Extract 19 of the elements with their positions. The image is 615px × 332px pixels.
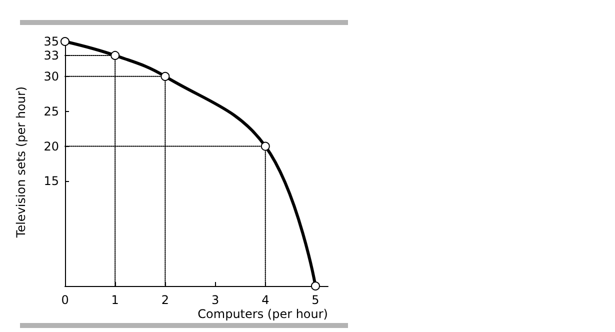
- point: [60, 36, 70, 46]
- x-tick-label: 5: [312, 293, 320, 307]
- point: [260, 142, 270, 151]
- point: [310, 282, 320, 290]
- point: [160, 72, 170, 81]
- x-axis-title: Computers (per hour): [198, 307, 328, 321]
- x-tick-label: 1: [111, 293, 119, 307]
- y-tick-label: 25: [44, 104, 59, 118]
- y-axis-title: Television sets (per hour): [14, 86, 28, 239]
- point: [110, 50, 120, 60]
- y-tick-label: 30: [44, 69, 59, 84]
- y-tick-label: 35: [44, 34, 59, 48]
- x-tick-label: 2: [161, 293, 170, 307]
- x-tick-label: 3: [211, 293, 220, 307]
- y-tick-label: 33: [44, 48, 59, 62]
- x-tick-label: 0: [61, 293, 69, 307]
- y-tick-label: 20: [44, 139, 59, 154]
- x-tick-label: 4: [262, 293, 270, 307]
- y-tick-label: 15: [44, 174, 59, 188]
